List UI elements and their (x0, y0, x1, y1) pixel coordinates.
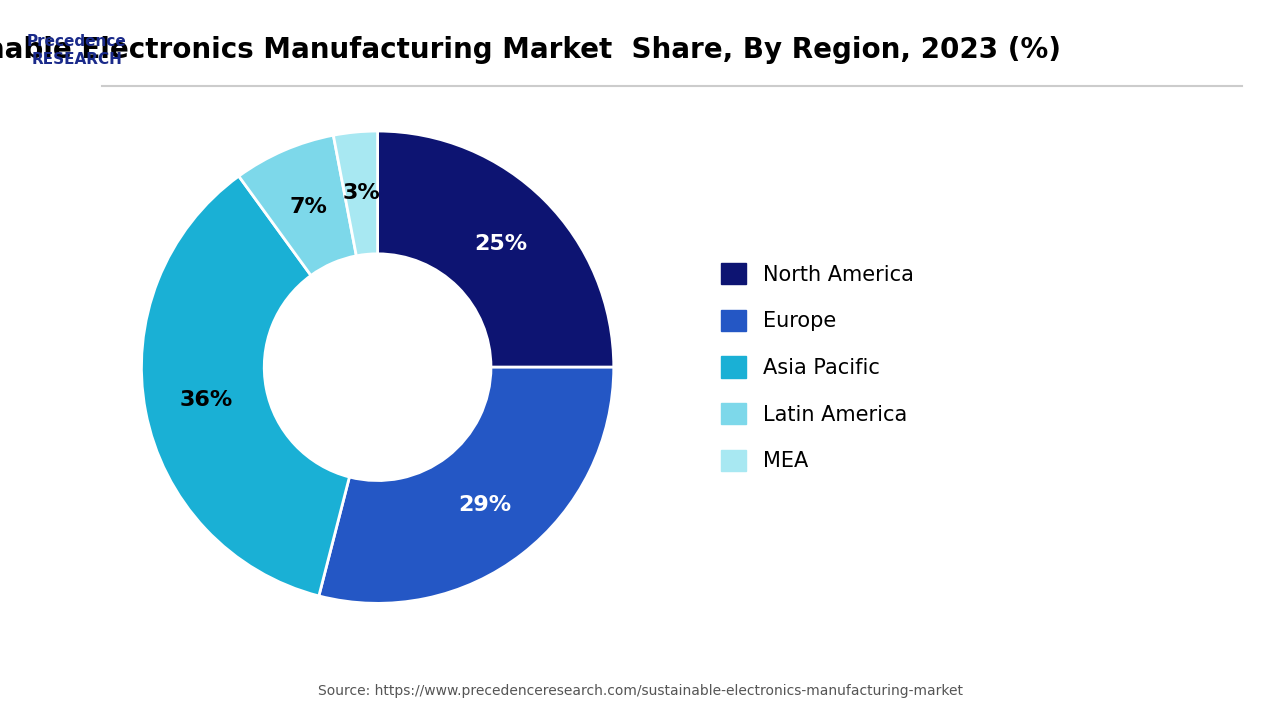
Text: Source: https://www.precedenceresearch.com/sustainable-electronics-manufacturing: Source: https://www.precedenceresearch.c… (317, 684, 963, 698)
Text: 36%: 36% (179, 390, 233, 410)
Legend: North America, Europe, Asia Pacific, Latin America, MEA: North America, Europe, Asia Pacific, Lat… (713, 255, 922, 480)
Wedge shape (333, 131, 378, 256)
Wedge shape (239, 135, 356, 276)
Text: 25%: 25% (475, 233, 527, 253)
Text: Sustainable Electronics Manufacturing Market  Share, By Region, 2023 (%): Sustainable Electronics Manufacturing Ma… (0, 37, 1061, 64)
Text: 7%: 7% (289, 197, 328, 217)
Text: Precedence
RESEARCH: Precedence RESEARCH (27, 34, 127, 67)
Wedge shape (378, 131, 614, 367)
Wedge shape (142, 176, 349, 596)
Text: 29%: 29% (458, 495, 511, 516)
Text: 3%: 3% (342, 183, 380, 203)
Wedge shape (319, 367, 614, 603)
